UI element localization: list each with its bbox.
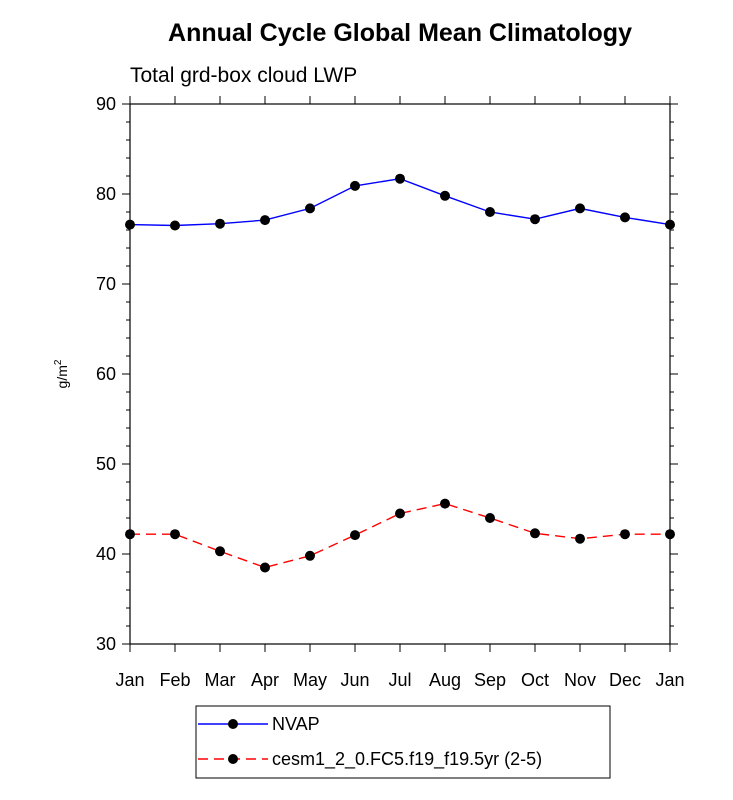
series-0-point xyxy=(215,218,225,229)
series-1-point xyxy=(485,513,495,523)
x-tick-label: Apr xyxy=(251,670,279,690)
y-tick-label: 90 xyxy=(96,94,116,114)
y-tick-label: 50 xyxy=(96,454,116,474)
series-1-point xyxy=(215,546,225,557)
series-0-point xyxy=(395,173,405,184)
legend-label-1: cesm1_2_0.FC5.f19_f19.5yr (2-5) xyxy=(272,749,542,770)
y-tick-label: 60 xyxy=(96,364,116,384)
series-0-point xyxy=(530,214,540,225)
series-0-point xyxy=(485,207,495,217)
series-line-0 xyxy=(129,177,671,227)
x-tick-label: Jan xyxy=(115,670,144,690)
legend: NVAP cesm1_2_0.FC5.f19_f19.5yr (2-5) xyxy=(198,714,542,770)
series-0-point xyxy=(665,219,675,230)
chart-title: Annual Cycle Global Mean Climatology xyxy=(168,19,632,47)
chart-subtitle: Total grd-box cloud LWP xyxy=(130,64,357,87)
y-tick-label: 70 xyxy=(96,274,116,294)
plot-frame xyxy=(129,103,671,645)
series-1-point xyxy=(125,529,135,540)
y-tick-label: 80 xyxy=(96,184,116,204)
series-1-point xyxy=(665,529,675,540)
series-0-point xyxy=(350,180,360,191)
series-0-point xyxy=(620,212,630,223)
series-1-point xyxy=(305,550,315,561)
series-0-point xyxy=(440,190,450,201)
x-tick-label: Nov xyxy=(564,670,596,690)
series-0-point xyxy=(125,219,135,230)
y-tick-label: 30 xyxy=(96,634,116,654)
series-1-point xyxy=(440,498,450,509)
x-tick-label: Aug xyxy=(429,670,461,690)
series-layer xyxy=(125,173,675,573)
x-tick-label: Oct xyxy=(521,670,549,690)
series-0-point xyxy=(575,203,585,214)
x-tick-label: Feb xyxy=(159,670,190,690)
series-1-point xyxy=(170,529,180,540)
series-0-point xyxy=(260,215,270,226)
y-tick-labels: 30 40 50 60 70 80 90 xyxy=(96,94,116,654)
legend-marker-1 xyxy=(228,754,238,764)
x-tick-label: Sep xyxy=(474,670,506,690)
legend-box xyxy=(195,705,611,779)
x-tick-label: Dec xyxy=(609,670,641,690)
series-0-point xyxy=(170,220,180,231)
x-tick-label: Jan xyxy=(655,670,684,690)
series-1-point xyxy=(575,533,585,544)
y-axis-label-group: g/m2 xyxy=(53,359,70,388)
x-tick-label: May xyxy=(293,670,327,690)
legend-marker-0 xyxy=(228,719,238,729)
x-tick-labels: Jan Feb Mar Apr May Jun Jul Aug Sep Oct Nov Dec Jan xyxy=(115,670,684,690)
series-1-point xyxy=(530,528,540,539)
x-tick-label: Mar xyxy=(205,670,236,690)
y-axis-label: g/m2 xyxy=(53,359,70,388)
series-1-point xyxy=(620,529,630,540)
y-axis-label-unit: g/m xyxy=(54,365,70,388)
x-tick-label: Jul xyxy=(388,670,411,690)
series-1-point xyxy=(260,562,270,573)
series-1-point xyxy=(350,530,360,541)
series-0-point xyxy=(305,203,315,214)
y-axis-label-exponent: 2 xyxy=(53,359,64,365)
legend-label-0: NVAP xyxy=(272,714,320,734)
y-tick-label: 40 xyxy=(96,544,116,564)
x-tick-label: Jun xyxy=(340,670,369,690)
series-1-point xyxy=(395,508,405,519)
